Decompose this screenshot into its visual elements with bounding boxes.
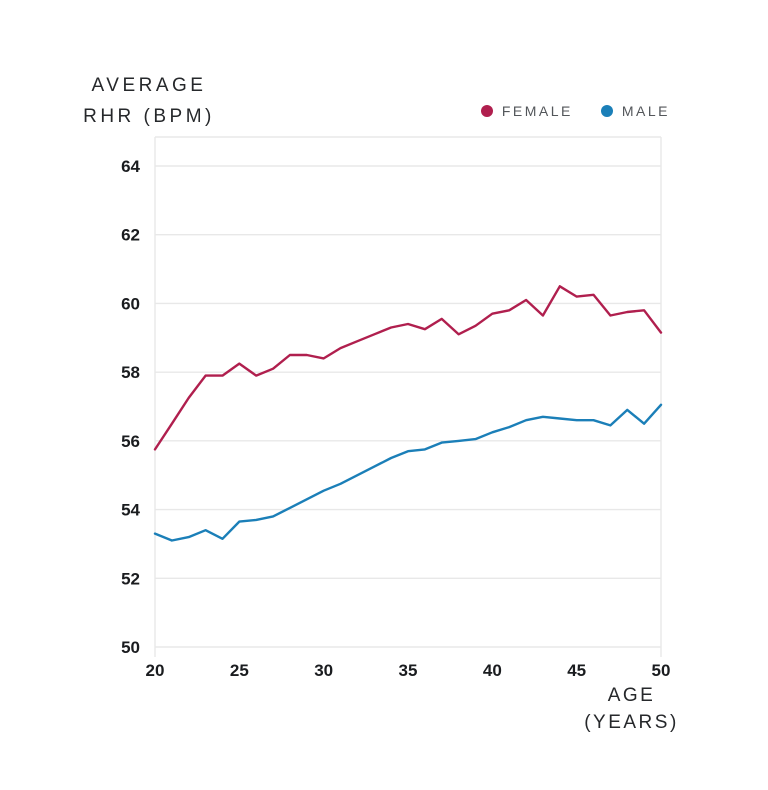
x-tick-label-50: 50 [652, 661, 671, 680]
chart-title-line1: AVERAGE [91, 75, 207, 96]
y-tick-label-64: 64 [121, 157, 140, 176]
y-tick-label-54: 54 [121, 501, 140, 520]
y-tick-label-62: 62 [121, 226, 140, 245]
y-tick-labels: 50 52 54 56 58 60 62 64 [121, 157, 140, 657]
x-axis-label-line1: AGE [607, 685, 656, 706]
male-line [153, 403, 663, 542]
x-tick-label-20: 20 [146, 661, 165, 680]
x-tick-label-45: 45 [567, 661, 586, 680]
gridlines [155, 165, 661, 648]
y-tick-label-50: 50 [121, 638, 140, 657]
x-tick-labels: 20 25 30 35 40 45 50 [146, 661, 671, 680]
female-legend-dot-icon [480, 105, 493, 117]
y-tick-label-60: 60 [121, 294, 140, 313]
axis-borders [154, 136, 662, 657]
female-line [153, 285, 663, 451]
legend-item-male: MALE [600, 103, 670, 119]
y-tick-label-58: 58 [121, 363, 140, 382]
x-axis-label: AGE (YEARS) [549, 682, 714, 736]
x-tick-label-25: 25 [230, 661, 249, 680]
male-legend-dot-icon [600, 105, 613, 117]
series-lines [153, 285, 663, 542]
legend: FEMALE MALE [480, 103, 670, 119]
chart-title: AVERAGE RHR (BPM) [70, 70, 228, 132]
x-tick-label-40: 40 [483, 661, 502, 680]
legend-label-male: MALE [621, 103, 670, 119]
y-tick-label-52: 52 [121, 569, 140, 588]
legend-label-female: FEMALE [501, 103, 573, 119]
legend-item-female: FEMALE [480, 103, 573, 119]
x-axis-label-line2: (YEARS) [584, 712, 679, 733]
y-tick-label-56: 56 [121, 432, 140, 451]
chart-title-line2: RHR (BPM) [83, 106, 215, 127]
x-tick-label-30: 30 [314, 661, 333, 680]
x-tick-label-35: 35 [399, 661, 418, 680]
